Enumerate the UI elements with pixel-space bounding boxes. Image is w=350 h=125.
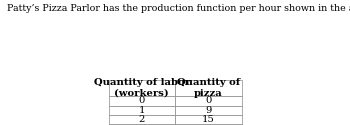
Text: 1: 1 <box>139 106 145 115</box>
Text: Quantity of labor
(workers): Quantity of labor (workers) <box>94 78 190 98</box>
Bar <box>108 124 175 125</box>
Text: 0: 0 <box>139 96 145 106</box>
Text: Quantity of
pizza: Quantity of pizza <box>177 78 240 98</box>
Bar <box>108 106 175 115</box>
Bar <box>108 80 175 96</box>
Text: 19: 19 <box>202 124 215 125</box>
Bar <box>175 124 242 125</box>
Bar <box>108 115 175 124</box>
Bar <box>108 96 175 106</box>
Text: Patty’s Pizza Parlor has the production function per hour shown in the accompany: Patty’s Pizza Parlor has the production … <box>7 4 350 13</box>
Text: 2: 2 <box>139 115 145 124</box>
Bar <box>175 80 242 96</box>
Bar <box>175 115 242 124</box>
Text: 15: 15 <box>202 115 215 124</box>
Bar <box>175 96 242 106</box>
Text: 9: 9 <box>205 106 211 115</box>
Bar <box>175 106 242 115</box>
Text: 0: 0 <box>205 96 211 106</box>
Text: 3: 3 <box>139 124 145 125</box>
